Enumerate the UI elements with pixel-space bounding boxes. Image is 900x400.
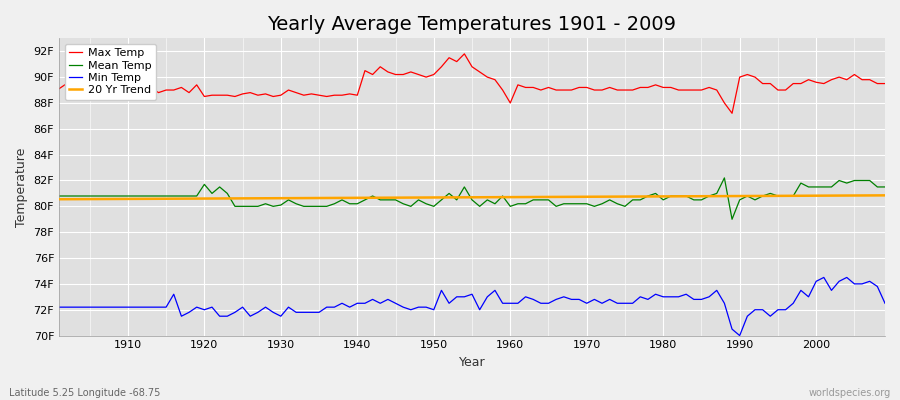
Max Temp: [329, 93, 340, 98]
Max Temp: [54, 86, 65, 91]
Min Temp: [497, 301, 508, 306]
Min Temp: [505, 301, 516, 306]
Mean Temp: [719, 176, 730, 180]
Line: Max Temp: Max Temp: [59, 54, 885, 113]
Min Temp: [329, 305, 340, 310]
Mean Temp: [505, 204, 516, 209]
Mean Temp: [497, 194, 508, 198]
Mean Temp: [284, 198, 294, 202]
X-axis label: Year: Year: [459, 356, 485, 369]
Line: Mean Temp: Mean Temp: [59, 178, 885, 219]
Min Temp: [597, 301, 608, 306]
Min Temp: [818, 275, 829, 280]
Mean Temp: [597, 201, 608, 206]
Max Temp: [284, 88, 294, 92]
Line: Min Temp: Min Temp: [59, 278, 885, 336]
Mean Temp: [879, 184, 890, 189]
Min Temp: [115, 305, 126, 310]
Title: Yearly Average Temperatures 1901 - 2009: Yearly Average Temperatures 1901 - 2009: [267, 15, 677, 34]
Legend: Max Temp, Mean Temp, Min Temp, 20 Yr Trend: Max Temp, Mean Temp, Min Temp, 20 Yr Tre…: [65, 44, 156, 100]
Min Temp: [54, 305, 65, 310]
Min Temp: [879, 301, 890, 306]
Max Temp: [879, 81, 890, 86]
Max Temp: [726, 111, 737, 116]
Max Temp: [115, 86, 126, 91]
Min Temp: [734, 333, 745, 338]
Max Temp: [512, 82, 523, 87]
Min Temp: [284, 305, 294, 310]
Mean Temp: [329, 201, 340, 206]
Text: Latitude 5.25 Longitude -68.75: Latitude 5.25 Longitude -68.75: [9, 388, 160, 398]
Max Temp: [505, 100, 516, 105]
Mean Temp: [54, 194, 65, 198]
Mean Temp: [726, 217, 737, 222]
Text: worldspecies.org: worldspecies.org: [809, 388, 891, 398]
Max Temp: [604, 85, 615, 90]
Max Temp: [459, 52, 470, 56]
Y-axis label: Temperature: Temperature: [15, 147, 28, 227]
Mean Temp: [115, 194, 126, 198]
